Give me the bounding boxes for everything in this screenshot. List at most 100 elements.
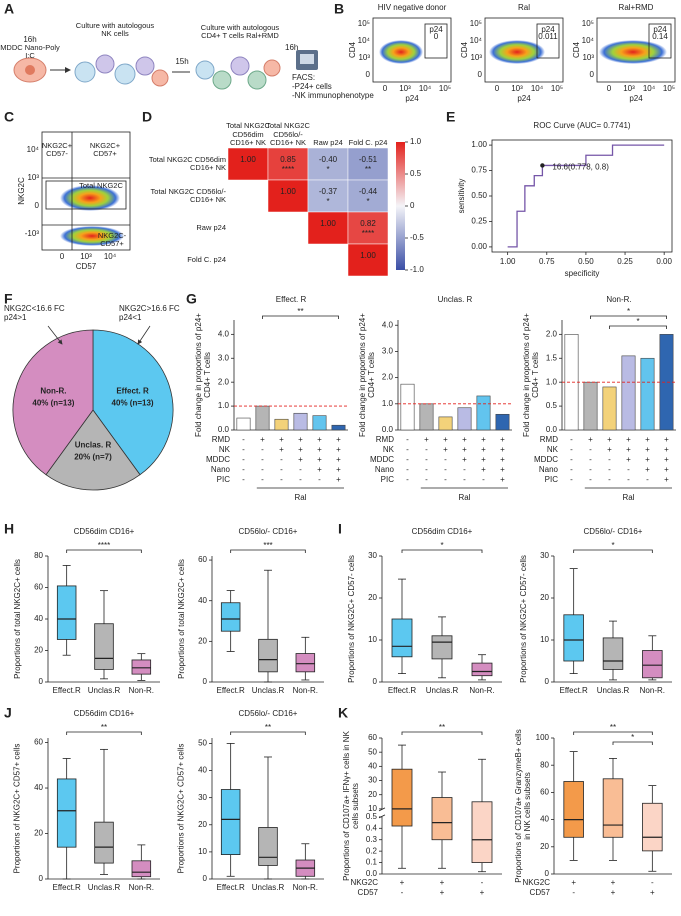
condition-sign: +: [500, 465, 505, 474]
row-sign: +: [650, 888, 655, 897]
significance-bracket: [573, 731, 653, 735]
x-tick-label: Unclas.R: [426, 686, 459, 695]
condition-sign: +: [279, 435, 284, 444]
x-tick-label: 10⁴: [419, 84, 432, 93]
annotation-box: NKG2C<16.6 FC p24>1: [4, 304, 65, 322]
condition-sign: -: [299, 465, 302, 474]
bar: [621, 355, 636, 431]
y-axis-label-box: Proportions of NKG2C+ CD57+ cells: [177, 744, 186, 874]
y-tick-label: 0.50: [471, 191, 487, 200]
condition-name: Nano: [539, 465, 559, 474]
box: [391, 618, 413, 658]
row-sign: +: [480, 888, 485, 897]
row-label: Raw p24: [196, 222, 226, 232]
heatmap-cell: [267, 179, 309, 213]
y-tick-label: 10⁴: [358, 36, 371, 45]
y-tick-label: 20: [198, 820, 207, 829]
y-tick-label: 0: [478, 70, 483, 79]
y-tick-label: 20: [198, 636, 207, 645]
colorbar-tick-label: -0.5: [410, 233, 424, 242]
condition-sign: -: [589, 455, 592, 464]
bar: [438, 416, 453, 431]
significance-bracket: [590, 315, 667, 319]
row-sign: +: [440, 888, 445, 897]
pie-slice: [12, 329, 94, 476]
diagram-text: MDDC Nano-Poly I:C: [0, 43, 60, 60]
chart-title: CD56dim CD16+: [412, 527, 473, 536]
condition-sign: -: [406, 435, 409, 444]
x-tick-label: Non-R.: [640, 686, 665, 695]
y-tick-label: 1.0: [382, 399, 394, 408]
box: [431, 635, 453, 660]
condition-sign: -: [589, 465, 592, 474]
box: [94, 821, 114, 864]
x-tick-label: Effect.R: [53, 883, 82, 892]
condition-name: RMD: [540, 435, 558, 444]
significance: ****: [282, 165, 294, 174]
bar: [331, 424, 346, 431]
quadrant-label-box: NKG2C+ CD57+: [90, 141, 120, 158]
x-tick-label: 0.25: [617, 257, 633, 266]
condition-sign: -: [444, 475, 447, 484]
y-tick-label: 0.2: [366, 846, 378, 855]
row-label-box: Raw p24: [196, 222, 226, 232]
y-tick-label: 30: [368, 776, 377, 785]
y-axis-label-box: Proportions of NKG2C+ CD57- cells: [519, 555, 528, 683]
y-tick-label: 80: [540, 760, 549, 769]
condition-sign: +: [462, 455, 467, 464]
row-sign: +: [571, 878, 576, 887]
y-axis-label-box: Proportions of CD107a+ GranzymeB+ cells …: [514, 729, 532, 882]
y-tick-label: 60: [34, 583, 43, 592]
chart-title: CD56lo/- CD16+: [239, 527, 298, 536]
x-tick-label: Non-R.: [129, 883, 154, 892]
cell-value: -0.44: [359, 187, 378, 196]
slice-label: Non-R.: [40, 386, 66, 395]
y-axis-label-box: Proportions of CD107a+ IFNγ+ cells in NK…: [342, 731, 360, 881]
y-tick-label: 1.0: [546, 377, 558, 386]
row-label: Total NKG2C CD56dim CD16+ NK: [148, 154, 226, 172]
axis-break: [378, 814, 386, 819]
heatmap-cell: [347, 179, 389, 213]
condition-sign: +: [588, 435, 593, 444]
slice-value: 40% (n=13): [32, 398, 74, 407]
y-tick-label: 2.0: [382, 373, 394, 382]
significance: **: [297, 307, 303, 316]
cell-value: 0.82: [360, 219, 376, 228]
y-tick-label: 20: [368, 593, 377, 602]
condition-sign: -: [299, 475, 302, 484]
x-axis-label: p24: [405, 94, 419, 103]
y-tick-label: 0.5: [366, 812, 378, 821]
annotation-box: NKG2C>16.6 FC p24<1: [119, 304, 180, 322]
significance: *: [366, 197, 369, 206]
condition-name: NK: [219, 445, 231, 454]
panel-label: A: [4, 1, 14, 17]
x-axis-label: p24: [629, 94, 643, 103]
condition-sign: +: [336, 455, 341, 464]
diagram-text: 16h: [285, 43, 298, 52]
y-axis-label-box: Fold change in proportions of p24+ CD4+ …: [194, 313, 212, 437]
y-tick-label: 0.0: [382, 425, 394, 434]
condition-sign: -: [608, 465, 611, 474]
row-name: CD57: [358, 888, 379, 897]
significance-bracket: [573, 549, 653, 553]
condition-sign: -: [444, 465, 447, 474]
condition-sign: -: [406, 445, 409, 454]
significance: **: [610, 723, 616, 732]
condition-sign: +: [664, 455, 669, 464]
significance: **: [365, 165, 371, 174]
y-tick-label: -10³: [25, 229, 40, 238]
row-name: NKG2C: [350, 878, 378, 887]
y-axis-label: NKG2C: [17, 177, 26, 205]
chart-title: ROC Curve (AUC= 0.7741): [533, 121, 630, 130]
significance: ***: [263, 541, 272, 550]
x-tick-label: 0: [495, 84, 500, 93]
y-tick-label: 10⁵: [470, 19, 482, 28]
condition-name: MDDC: [370, 455, 394, 464]
diagram-text: -NK immunophenotype: [292, 91, 374, 100]
x-tick-label: 0.00: [656, 257, 672, 266]
cell-value: -0.40: [319, 155, 338, 164]
box: [471, 662, 493, 677]
footer: Ral: [622, 493, 634, 502]
condition-sign: +: [500, 435, 505, 444]
y-tick-label: 0.0: [546, 425, 558, 434]
